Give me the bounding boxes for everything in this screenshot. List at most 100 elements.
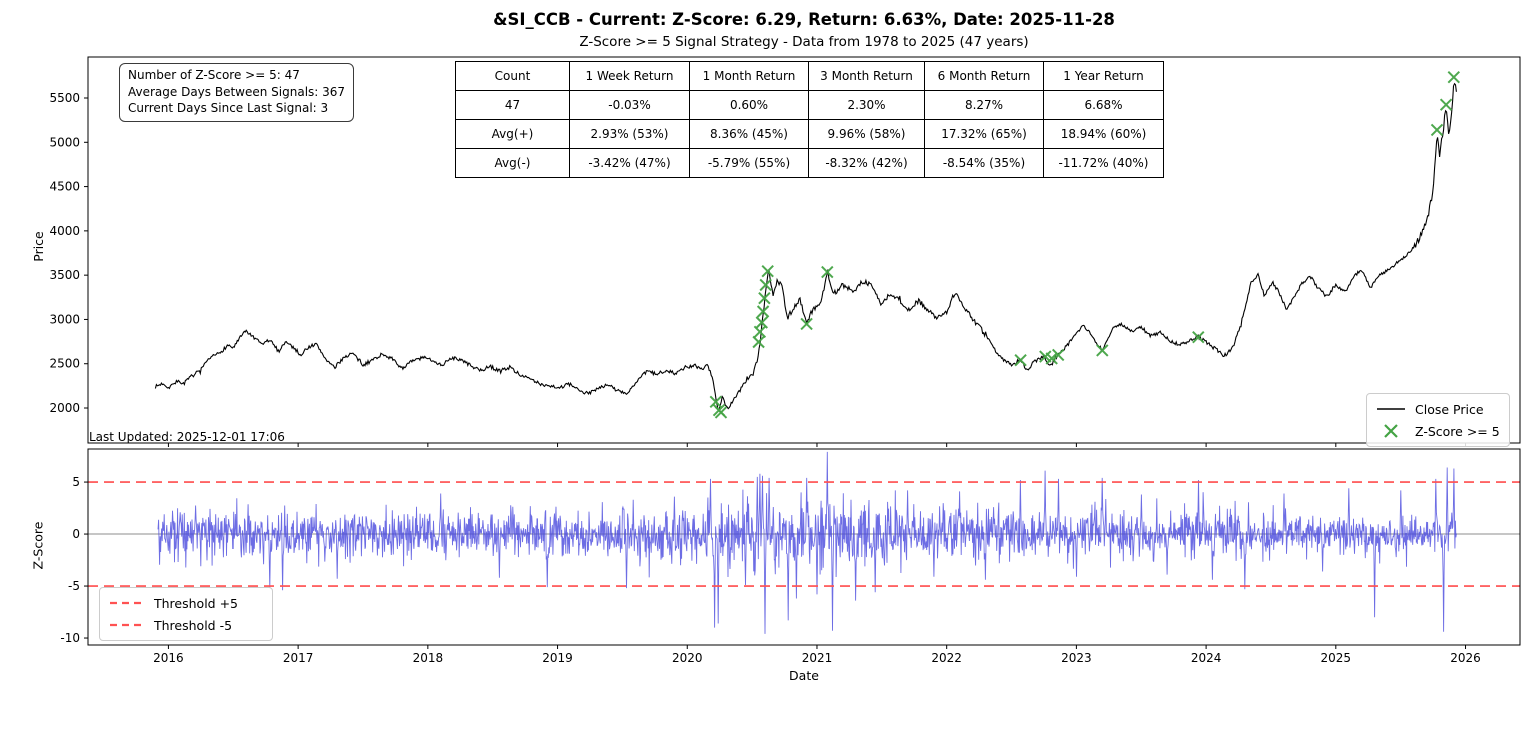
table-cell: -8.32% (42%)	[808, 148, 925, 178]
table-header-cell: Count	[455, 61, 570, 91]
price-legend: Close Price Z-Score >= 5	[1366, 393, 1510, 447]
x-tick-label: 2026	[1450, 651, 1481, 665]
signal-marker	[758, 291, 771, 305]
table-row: 47 -0.03% 0.60% 2.30% 8.27% 6.68%	[455, 90, 1164, 120]
y-tick-label: 0	[72, 527, 80, 541]
signal-marker	[709, 395, 723, 409]
dashed-line-icon	[110, 623, 144, 627]
signal-marker	[1045, 352, 1058, 365]
table-cell: 8.36% (45%)	[689, 119, 809, 149]
table-row: Avg(+) 2.93% (53%) 8.36% (45%) 9.96% (58%) 1…	[455, 119, 1164, 149]
price-series-line	[154, 82, 1457, 411]
signal-marker	[756, 305, 770, 318]
table-header-cell: 3 Month Return	[808, 61, 925, 91]
chart-subtitle: Z-Score >= 5 Signal Strategy - Data from…	[579, 34, 1029, 50]
x-marker-icon	[1384, 424, 1398, 438]
stat-days-since-last: Current Days Since Last Signal: 3	[128, 101, 329, 116]
signal-marker	[1014, 353, 1027, 367]
signal-marker	[759, 278, 772, 292]
table-cell: 8.27%	[924, 90, 1044, 120]
y-tick-label: 5	[72, 475, 80, 489]
x-tick-label: 2021	[802, 651, 833, 665]
zscore-axis-label: Z-Score	[30, 521, 46, 570]
y-tick-label: 4500	[49, 180, 80, 194]
legend-item-signal: Z-Score >= 5	[1376, 420, 1500, 442]
y-tick-label: 2000	[49, 401, 80, 415]
x-tick-label: 2017	[283, 651, 314, 665]
table-cell: 9.96% (58%)	[808, 119, 925, 149]
table-cell: Avg(+)	[455, 119, 570, 149]
table-header-cell: 1 Month Return	[689, 61, 809, 91]
x-tick-label: 2018	[413, 651, 444, 665]
signal-marker	[1430, 123, 1444, 137]
y-tick-label: 3500	[49, 268, 80, 282]
x-tick-label: 2024	[1191, 651, 1222, 665]
legend-label-threshold-upper: Threshold +5	[154, 595, 239, 611]
signal-marker	[1051, 348, 1065, 362]
table-cell: Avg(-)	[455, 148, 570, 178]
table-cell: 18.94% (60%)	[1043, 119, 1164, 149]
table-cell: 47	[455, 90, 570, 120]
stat-signal-count: Number of Z-Score >= 5: 47	[128, 68, 300, 82]
table-header-cell: 1 Week Return	[569, 61, 690, 91]
price-panel-border	[87, 56, 1521, 444]
stat-avg-days-between: Average Days Between Signals: 367	[128, 84, 346, 99]
x-tick-label: 2023	[1061, 651, 1092, 665]
legend-item-close-price: Close Price	[1376, 398, 1500, 420]
table-cell: -5.79% (55%)	[689, 148, 809, 178]
x-tick-label: 2019	[542, 651, 573, 665]
table-cell: 2.93% (53%)	[569, 119, 690, 149]
y-tick-label: 5500	[49, 91, 80, 105]
table-cell: 17.32% (65%)	[924, 119, 1044, 149]
table-cell: 6.68%	[1043, 90, 1164, 120]
legend-label-close-price: Close Price	[1415, 401, 1484, 417]
zscore-panel-border	[87, 448, 1521, 646]
returns-table: Count 1 Week Return 1 Month Return 3 Month …	[455, 61, 1164, 178]
signal-marker	[714, 406, 728, 419]
signal-marker	[1096, 344, 1109, 357]
table-cell: 2.30%	[808, 90, 925, 120]
legend-label-signal: Z-Score >= 5	[1415, 423, 1500, 439]
chart-title: &SI_CCB - Current: Z-Score: 6.29, Return…	[493, 10, 1115, 29]
y-tick-label: 2500	[49, 357, 80, 371]
price-axis-label: Price	[30, 231, 46, 262]
signal-marker	[1439, 98, 1453, 111]
table-cell: -0.03%	[569, 90, 690, 120]
signal-marker	[753, 325, 767, 339]
table-cell: -11.72% (40%)	[1043, 148, 1164, 178]
legend-item-threshold-upper: Threshold +5	[109, 592, 263, 614]
signal-marker	[1447, 70, 1461, 84]
table-header-cell: 1 Year Return	[1043, 61, 1164, 91]
returns-table-header-row: Count 1 Week Return 1 Month Return 3 Month …	[455, 61, 1164, 91]
y-tick-label: -10	[60, 631, 80, 645]
last-updated-text: Last Updated: 2025-12-01 17:06	[89, 430, 285, 444]
zscore-series-line	[157, 451, 1457, 634]
y-tick-label: 3000	[49, 312, 80, 326]
x-tick-label: 2016	[153, 651, 184, 665]
signal-stats-box: Number of Z-Score >= 5: 47 Average Days …	[119, 63, 355, 122]
x-tick-label: 2022	[931, 651, 962, 665]
y-tick-label: 4000	[49, 224, 80, 238]
table-row: Avg(-) -3.42% (47%) -5.79% (55%) -8.32% (42…	[455, 148, 1164, 178]
signal-marker	[821, 265, 834, 279]
x-tick-label: 2020	[672, 651, 703, 665]
date-axis-label: Date	[789, 668, 819, 683]
signal-marker	[755, 316, 769, 329]
table-header-cell: 6 Month Return	[924, 61, 1044, 91]
dashed-line-icon	[110, 601, 144, 605]
signal-marker	[1192, 330, 1205, 344]
legend-label-threshold-lower: Threshold -5	[154, 617, 233, 633]
y-tick-label: -5	[68, 579, 80, 593]
x-tick-label: 2025	[1321, 651, 1352, 665]
close-price-line-icon	[1377, 408, 1405, 410]
signal-marker	[761, 264, 774, 278]
signal-marker	[752, 335, 765, 349]
legend-item-threshold-lower: Threshold -5	[109, 614, 263, 636]
y-tick-label: 5000	[49, 135, 80, 149]
table-cell: -8.54% (35%)	[924, 148, 1044, 178]
table-cell: -3.42% (47%)	[569, 148, 690, 178]
signal-marker	[800, 317, 813, 331]
zscore-legend: Threshold +5 Threshold -5	[99, 587, 273, 641]
